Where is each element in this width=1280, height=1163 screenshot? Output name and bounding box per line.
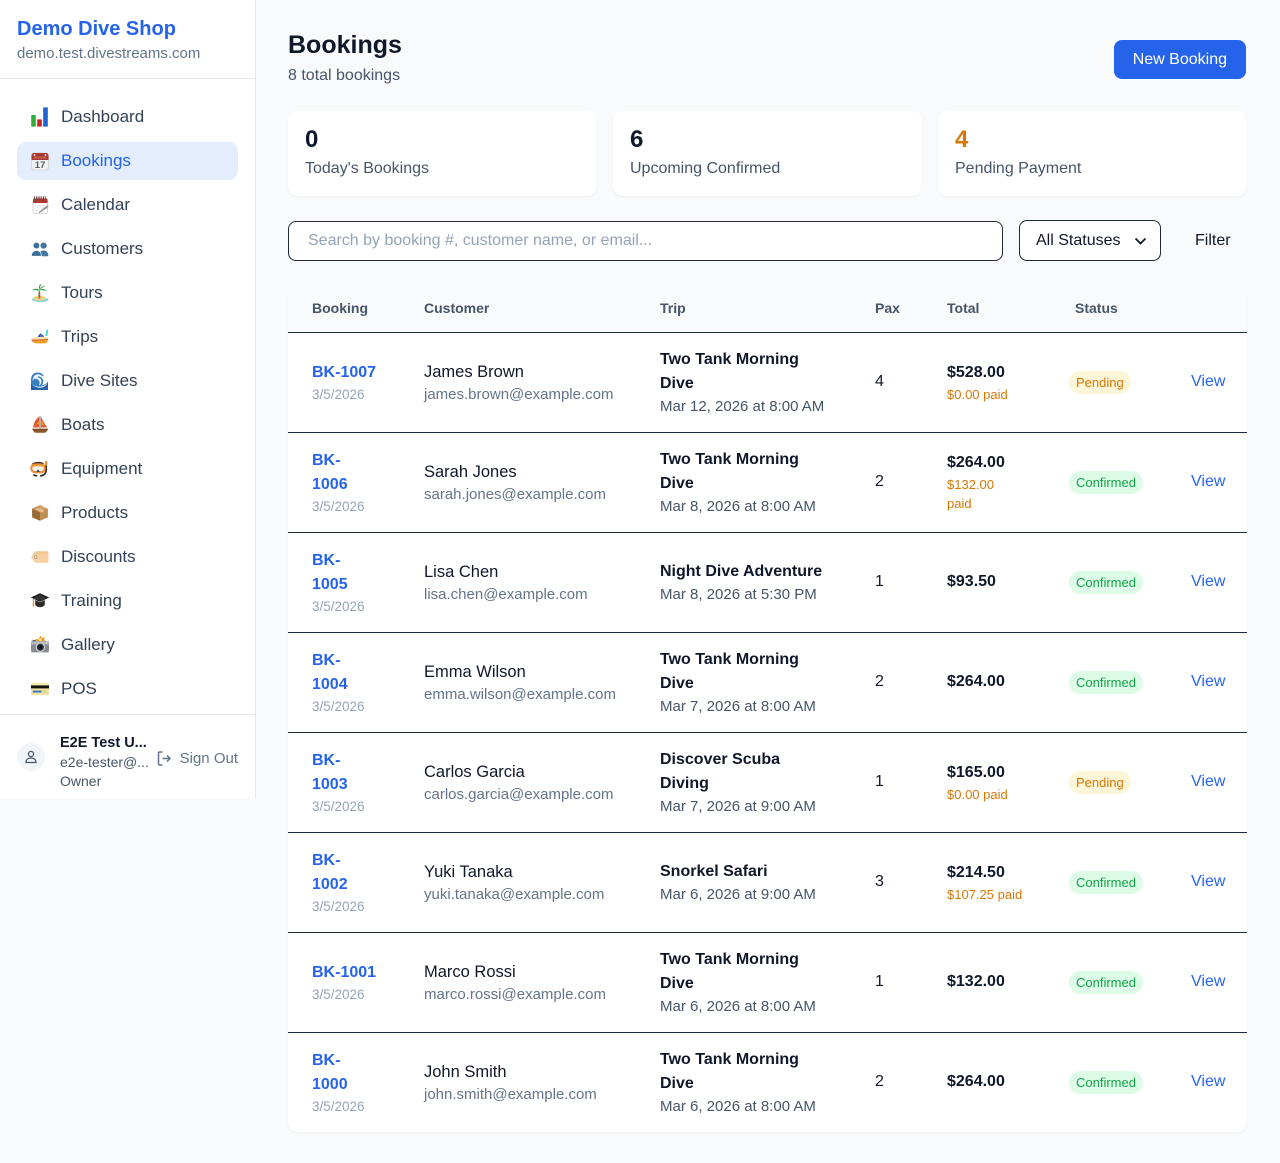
- svg-text:17: 17: [35, 160, 46, 171]
